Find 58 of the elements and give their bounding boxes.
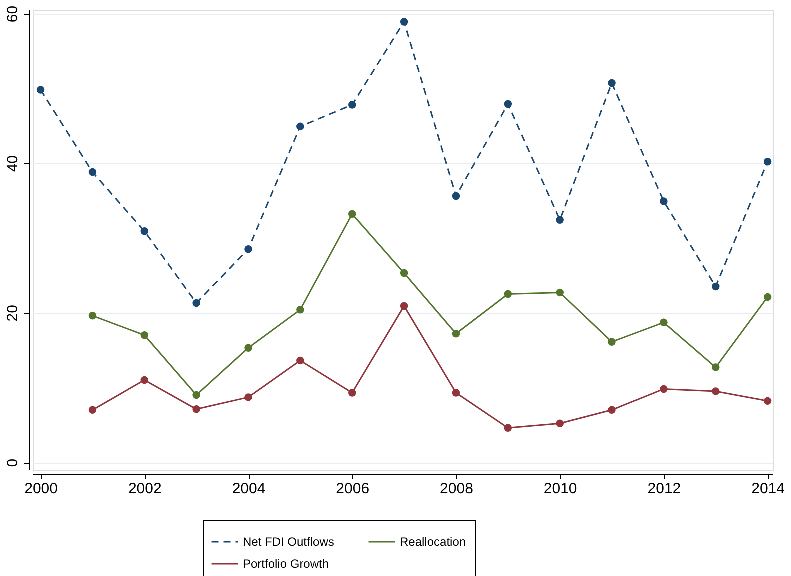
point bbox=[660, 318, 668, 327]
point bbox=[504, 424, 512, 432]
point bbox=[556, 216, 564, 224]
point bbox=[556, 420, 564, 428]
point bbox=[556, 288, 564, 297]
point bbox=[764, 158, 772, 166]
point bbox=[192, 406, 200, 414]
point bbox=[400, 269, 408, 278]
y-tick-label: 60 bbox=[4, 6, 22, 23]
point bbox=[712, 282, 720, 291]
point bbox=[88, 406, 97, 414]
point bbox=[36, 86, 45, 94]
point bbox=[140, 332, 149, 340]
point bbox=[400, 18, 408, 26]
point bbox=[244, 394, 252, 402]
point bbox=[764, 397, 772, 406]
point bbox=[296, 356, 304, 365]
x-tick-label: 2014 bbox=[752, 480, 785, 498]
x-tick-label: 2004 bbox=[232, 480, 266, 498]
point bbox=[296, 122, 304, 131]
x-tick-label: 2006 bbox=[336, 480, 370, 498]
legend-label: Portfolio Growth bbox=[243, 557, 330, 571]
y-tick-label: 20 bbox=[4, 305, 22, 322]
point bbox=[244, 344, 252, 352]
legend-label: Reallocation bbox=[400, 535, 466, 549]
point bbox=[244, 245, 252, 254]
x-tick-label: 2012 bbox=[648, 480, 682, 498]
point bbox=[504, 290, 512, 298]
point bbox=[400, 302, 408, 310]
point bbox=[452, 389, 460, 397]
point bbox=[348, 101, 356, 109]
point bbox=[608, 406, 616, 414]
x-tick-label: 2000 bbox=[24, 480, 58, 498]
point bbox=[660, 385, 668, 394]
point bbox=[452, 330, 460, 338]
point bbox=[504, 100, 512, 108]
legend-label: Net FDI Outflows bbox=[243, 535, 334, 549]
point bbox=[296, 306, 304, 314]
point bbox=[712, 388, 720, 396]
point bbox=[608, 338, 616, 346]
point bbox=[348, 210, 356, 218]
point bbox=[712, 364, 720, 372]
point bbox=[452, 192, 460, 200]
point bbox=[192, 391, 200, 400]
point bbox=[192, 299, 200, 308]
x-tick-label: 2002 bbox=[128, 480, 162, 498]
x-tick-label: 2010 bbox=[544, 480, 578, 498]
y-tick-label: 40 bbox=[4, 155, 22, 172]
point bbox=[88, 312, 97, 320]
point bbox=[88, 168, 97, 176]
point bbox=[660, 198, 668, 206]
point bbox=[348, 389, 356, 397]
x-tick-label: 2008 bbox=[440, 480, 474, 498]
point bbox=[140, 376, 149, 384]
y-tick-label: 0 bbox=[4, 458, 22, 468]
point bbox=[764, 293, 772, 302]
point bbox=[608, 79, 616, 88]
point bbox=[140, 228, 149, 236]
